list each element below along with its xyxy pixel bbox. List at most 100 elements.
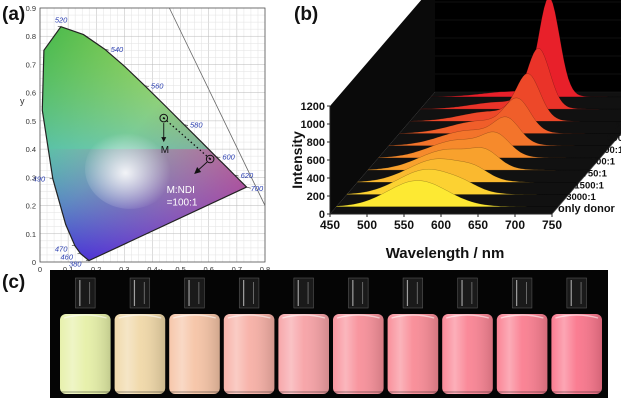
point-label-m: M — [161, 145, 169, 156]
vial-meniscus — [63, 314, 107, 319]
vial-meniscus — [118, 314, 162, 319]
y-tick-label: 0 — [319, 209, 325, 221]
y-tick-label: 0 — [32, 258, 36, 267]
spectrum-series — [388, 116, 611, 146]
vial-shine — [387, 314, 439, 394]
y-tick-label: 0.2 — [26, 202, 36, 211]
x-tick-label: 500 — [357, 218, 377, 232]
vial-cap — [348, 277, 369, 309]
wavelength-label: 600 — [222, 153, 235, 162]
vial-shine — [442, 314, 493, 394]
x-tick-label: 650 — [468, 218, 488, 232]
point-label-mndi-ratio: =100:1 — [167, 198, 198, 209]
vial-shine — [278, 314, 329, 394]
x-tick-label: 600 — [431, 218, 451, 232]
wavelength-tick — [144, 85, 149, 87]
y-tick-label: 0.6 — [26, 89, 36, 98]
spectrum-series — [378, 131, 601, 159]
point-marker — [159, 113, 169, 123]
spectra-axes: 450 500 550 600 650 700 750 0 200 400 600 800 1000 12… — [301, 101, 621, 232]
wavelength-tick — [104, 48, 109, 51]
spectrum-series — [430, 0, 621, 98]
vial-meniscus — [282, 314, 326, 319]
panel-label-c: (c) — [2, 272, 26, 293]
spectra-series — [336, 0, 621, 207]
spectral-locus — [41, 25, 248, 262]
vial-cap — [402, 277, 424, 309]
vial-meniscus — [555, 314, 599, 319]
y-tick-label: 600 — [307, 155, 325, 167]
arrow-head — [194, 166, 202, 174]
vial-cap — [129, 277, 151, 309]
series-label: 500:1 — [591, 157, 616, 168]
spectrum-series — [399, 97, 621, 134]
y-tick-label: 0.8 — [26, 32, 36, 41]
panel-label-b: (b) — [294, 4, 319, 25]
emission-spectra-panel: 450 500 550 600 650 700 750 0 200 400 600 800 1000 12… — [289, 0, 621, 268]
wavelength-label: 460 — [61, 253, 74, 262]
wavelength-label: 380 — [69, 260, 82, 269]
vial-cap — [566, 277, 587, 309]
y-tick-label: 0.3 — [26, 173, 36, 182]
vial-photo — [50, 270, 608, 398]
y-tick-label: 0.1 — [26, 230, 36, 239]
white-point-glow — [85, 128, 175, 209]
x-tick-label: 700 — [505, 218, 525, 232]
cie-axes: 0 0.1 0.2 0.3 0.4 0.5 0.6 0.7 0.8 0 0.1 0.2 0.3 0.4 0.… — [26, 4, 271, 274]
vial-meniscus — [227, 314, 271, 319]
y-tick-label: 1200 — [301, 101, 325, 113]
x-tick-label: 0.3 — [119, 265, 129, 274]
vial-meniscus — [446, 314, 489, 319]
x-tick-label: 450 — [320, 218, 340, 232]
vial-shine — [114, 314, 166, 394]
panel-label-a: (a) — [2, 4, 26, 25]
depth-axis-line — [551, 133, 621, 215]
spectrum-series — [336, 180, 559, 207]
wavelength-label: 520 — [55, 16, 68, 25]
vial-meniscus — [173, 314, 216, 319]
x-tick-label: 0.6 — [204, 265, 214, 274]
left-wall — [330, 0, 435, 214]
vial-cap — [457, 277, 478, 309]
vial-cap — [511, 277, 533, 309]
wavelength-label: 560 — [151, 82, 164, 91]
x-tick-label: 0.5 — [175, 265, 185, 274]
x-tick-label: 0.4 — [147, 265, 157, 274]
wavelength-tick — [216, 156, 221, 159]
series-label: 300:1 — [607, 133, 621, 144]
vial-shine — [169, 314, 220, 394]
vial-shine — [333, 314, 384, 394]
y-axis-label: Intensity — [290, 131, 305, 189]
vial-cap — [184, 277, 205, 309]
y-axis-label: y — [20, 96, 25, 106]
vial-photo-panel — [0, 268, 621, 402]
x-tick-label: 0.1 — [63, 265, 73, 274]
y-tick-label: 400 — [307, 173, 325, 185]
x-tick-label: 0.8 — [260, 265, 270, 274]
wavelength-label: 540 — [111, 45, 124, 54]
vial-shine — [496, 314, 548, 394]
point-marker — [205, 154, 215, 164]
vial-meniscus — [500, 314, 544, 319]
cie-points: M M:NDI =100:1 — [159, 113, 215, 209]
y-tick-label: 0.4 — [26, 145, 36, 154]
wavelength-tick — [183, 124, 189, 126]
y-tick-label: 800 — [307, 137, 325, 149]
cie-diagram-panel: 380 460 470 490 520 540 560 580 600 620 700 0 0.1 0.… — [0, 0, 280, 280]
x-tick-label: 550 — [394, 218, 414, 232]
series-labels: 100:1150:1200:1300:1400:1500:1750:11500:… — [558, 121, 621, 215]
point-center — [209, 157, 212, 160]
vial-meniscus — [336, 314, 380, 319]
series-label: 3000:1 — [566, 192, 596, 203]
point-center — [162, 117, 165, 120]
vial-cap — [75, 277, 96, 309]
y-tick-label: 200 — [307, 191, 325, 203]
planck-diagonal — [169, 7, 266, 206]
vial-meniscus — [391, 314, 435, 319]
y-tick-label: 0.5 — [26, 117, 36, 126]
wavelength-label: 490 — [33, 175, 46, 184]
series-label: only donor — [558, 203, 616, 215]
series-label: 750:1 — [583, 168, 608, 179]
vial-cap — [293, 277, 314, 309]
